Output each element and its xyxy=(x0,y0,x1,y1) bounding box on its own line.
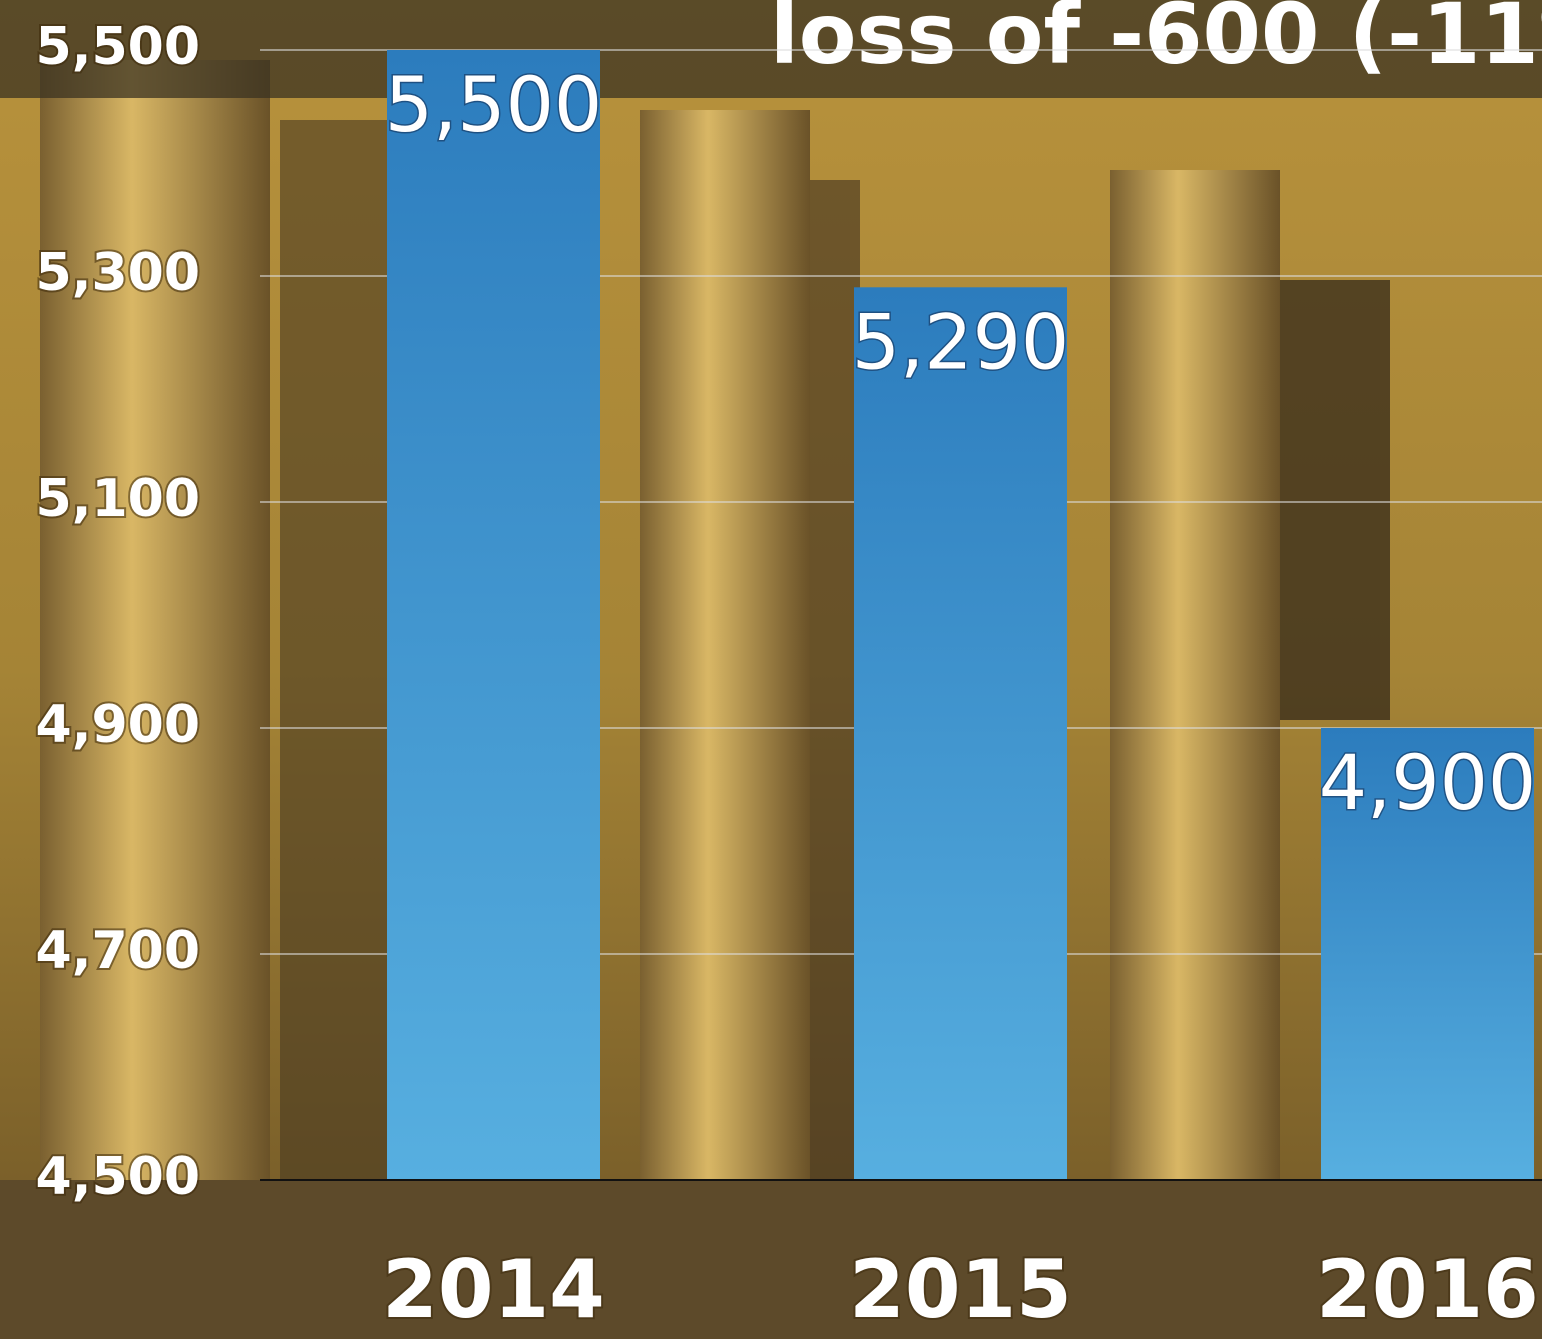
chart-title: loss of -600 (-11% xyxy=(770,0,1542,83)
chart: loss of -600 (-11% 4,500 4,700 4,900 5,100 5… xyxy=(0,0,1542,1339)
value-label: 4,900 xyxy=(1319,738,1537,827)
bar xyxy=(854,287,1067,1180)
bar xyxy=(387,50,600,1180)
x-tick-label: 2015 xyxy=(849,1243,1072,1336)
y-tick-label: 5,100 xyxy=(36,469,200,529)
y-tick-label: 5,300 xyxy=(36,243,200,303)
y-tick-label: 4,700 xyxy=(36,921,200,981)
value-label: 5,500 xyxy=(385,60,603,149)
x-tick-label: 2014 xyxy=(382,1243,605,1336)
y-tick-label: 4,500 xyxy=(36,1147,200,1207)
x-tick-label: 2016 xyxy=(1316,1243,1539,1336)
y-tick-label: 4,900 xyxy=(36,695,200,755)
y-tick-label: 5,500 xyxy=(36,17,200,77)
background xyxy=(0,0,1542,1339)
value-label: 5,290 xyxy=(852,297,1070,386)
